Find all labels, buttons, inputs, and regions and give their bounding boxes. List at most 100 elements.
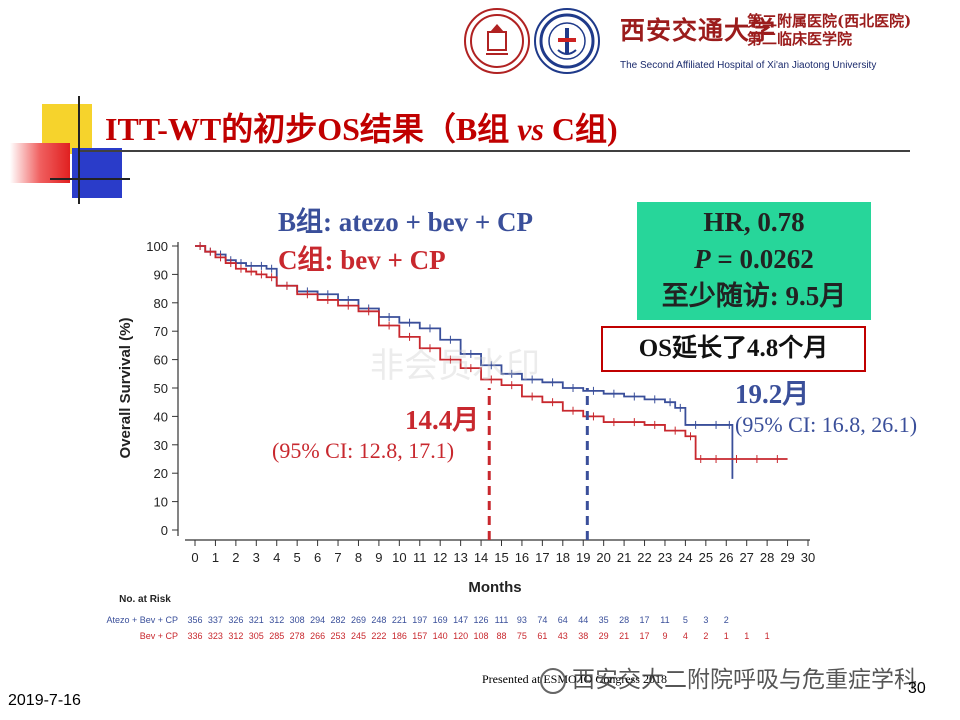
y-tick-label: 100 <box>146 239 168 254</box>
risk-value: 253 <box>331 631 346 641</box>
risk-value: 43 <box>558 631 568 641</box>
legend-series-b: B组: atezo + bev + CP <box>278 207 533 237</box>
risk-value: 35 <box>599 615 609 625</box>
risk-value: 9 <box>662 631 667 641</box>
hospital-name-cn: 西安交通大学 <box>620 16 777 45</box>
risk-value: 305 <box>249 631 264 641</box>
x-tick-label: 4 <box>273 550 280 565</box>
x-tick-label: 28 <box>760 550 774 565</box>
x-tick-label: 0 <box>191 550 198 565</box>
x-tick-label: 29 <box>780 550 794 565</box>
risk-table-title: No. at Risk <box>119 594 171 605</box>
median-c-ci: (95% CI: 12.8, 17.1) <box>272 438 455 463</box>
risk-value: 356 <box>187 615 202 625</box>
risk-value: 1 <box>744 631 749 641</box>
x-tick-label: 18 <box>556 550 570 565</box>
x-tick-label: 25 <box>699 550 713 565</box>
risk-value: 294 <box>310 615 325 625</box>
risk-value: 17 <box>640 615 650 625</box>
university-seal-icon <box>464 8 530 74</box>
slide-date: 2019-7-16 <box>8 692 81 709</box>
y-tick-label: 80 <box>154 296 168 311</box>
risk-value: 2 <box>703 631 708 641</box>
x-tick-label: 12 <box>433 550 447 565</box>
risk-value: 282 <box>331 615 346 625</box>
risk-value: 3 <box>703 615 708 625</box>
risk-value: 1 <box>765 631 770 641</box>
risk-value: 5 <box>683 615 688 625</box>
risk-value: 337 <box>208 615 223 625</box>
hospital-name-en: The Second Affiliated Hospital of Xi'an … <box>620 60 877 71</box>
x-tick-label: 23 <box>658 550 672 565</box>
hr-value: HR, 0.78 <box>703 207 805 237</box>
risk-value: 88 <box>496 631 506 641</box>
risk-value: 221 <box>392 615 407 625</box>
x-tick-label: 9 <box>375 550 382 565</box>
risk-value: 1 <box>724 631 729 641</box>
wechat-icon <box>540 667 566 694</box>
risk-value: 126 <box>474 615 489 625</box>
x-tick-label: 26 <box>719 550 733 565</box>
x-tick-label: 13 <box>453 550 467 565</box>
risk-value: 326 <box>228 615 243 625</box>
risk-value: 336 <box>187 631 202 641</box>
risk-value: 248 <box>371 615 386 625</box>
risk-value: 21 <box>619 631 629 641</box>
risk-value: 44 <box>578 615 588 625</box>
risk-value: 308 <box>290 615 305 625</box>
km-curve-b <box>195 245 734 479</box>
x-tick-label: 19 <box>576 550 590 565</box>
risk-value: 321 <box>249 615 264 625</box>
risk-value: 197 <box>412 615 427 625</box>
risk-value: 323 <box>208 631 223 641</box>
title-vs: vs <box>517 111 544 147</box>
x-tick-label: 15 <box>494 550 508 565</box>
corner-decoration <box>0 0 140 210</box>
risk-value: 266 <box>310 631 325 641</box>
risk-row-label: Atezo + Bev + CP <box>106 615 178 625</box>
risk-value: 269 <box>351 615 366 625</box>
y-tick-label: 60 <box>154 353 168 368</box>
x-tick-label: 8 <box>355 550 362 565</box>
y-tick-label: 0 <box>161 523 168 538</box>
wechat-credit: 西安交大二附院呼吸与危重症学科 <box>540 660 917 694</box>
risk-value: 75 <box>517 631 527 641</box>
x-tick-label: 20 <box>596 550 610 565</box>
x-tick-label: 10 <box>392 550 406 565</box>
risk-value: 245 <box>351 631 366 641</box>
y-tick-label: 70 <box>154 324 168 339</box>
risk-value: 140 <box>433 631 448 641</box>
risk-value: 2 <box>724 615 729 625</box>
title-part2: C组) <box>543 111 618 147</box>
risk-value: 186 <box>392 631 407 641</box>
risk-value: 169 <box>433 615 448 625</box>
survival-curves <box>195 242 788 540</box>
p-number: = 0.0262 <box>710 244 814 274</box>
risk-value: 278 <box>290 631 305 641</box>
risk-value: 285 <box>269 631 284 641</box>
y-tick-label: 20 <box>154 466 168 481</box>
hr-box: HR, 0.78 P = 0.0262 至少随访: 9.5月 <box>637 202 871 320</box>
x-tick-label: 22 <box>637 550 651 565</box>
km-curve-c <box>195 245 788 460</box>
x-tick-label: 5 <box>294 550 301 565</box>
risk-value: 11 <box>660 615 669 625</box>
y-tick-label: 10 <box>154 495 168 510</box>
risk-value: 147 <box>453 615 468 625</box>
risk-value: 38 <box>578 631 588 641</box>
y-tick-label: 90 <box>154 267 168 282</box>
presented-note: Presented at ESMO IO Congress 2018 <box>482 672 667 686</box>
x-tick-label: 7 <box>334 550 341 565</box>
risk-value: 111 <box>495 615 509 625</box>
median-b-ci: (95% CI: 16.8, 26.1) <box>735 412 918 437</box>
title-part1: ITT-WT的初步OS结果（B组 <box>105 111 518 147</box>
x-tick-label: 2 <box>232 550 239 565</box>
y-tick-label: 40 <box>154 409 168 424</box>
x-tick-label: 17 <box>535 550 549 565</box>
hospital-subname-cn: 第二附属医院(西北医院) 第二临床医学院 <box>747 12 911 48</box>
x-tick-label: 1 <box>212 550 219 565</box>
x-axis-label: Months <box>468 579 521 596</box>
